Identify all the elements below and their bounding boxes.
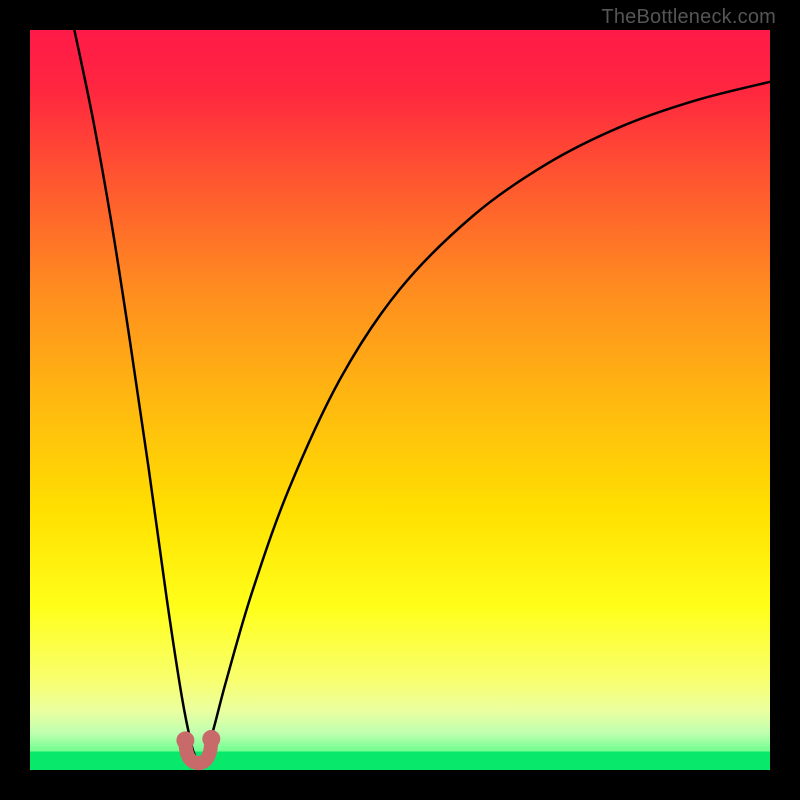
plot-area [30,30,770,770]
watermark-text: TheBottleneck.com [601,6,776,29]
gradient-background [30,30,770,770]
marker-dot-1 [202,730,220,748]
marker-dot-0 [176,731,194,749]
outer-canvas: TheBottleneck.com [0,0,800,800]
green-baseline-strip [30,752,770,771]
plot-svg [30,30,770,770]
